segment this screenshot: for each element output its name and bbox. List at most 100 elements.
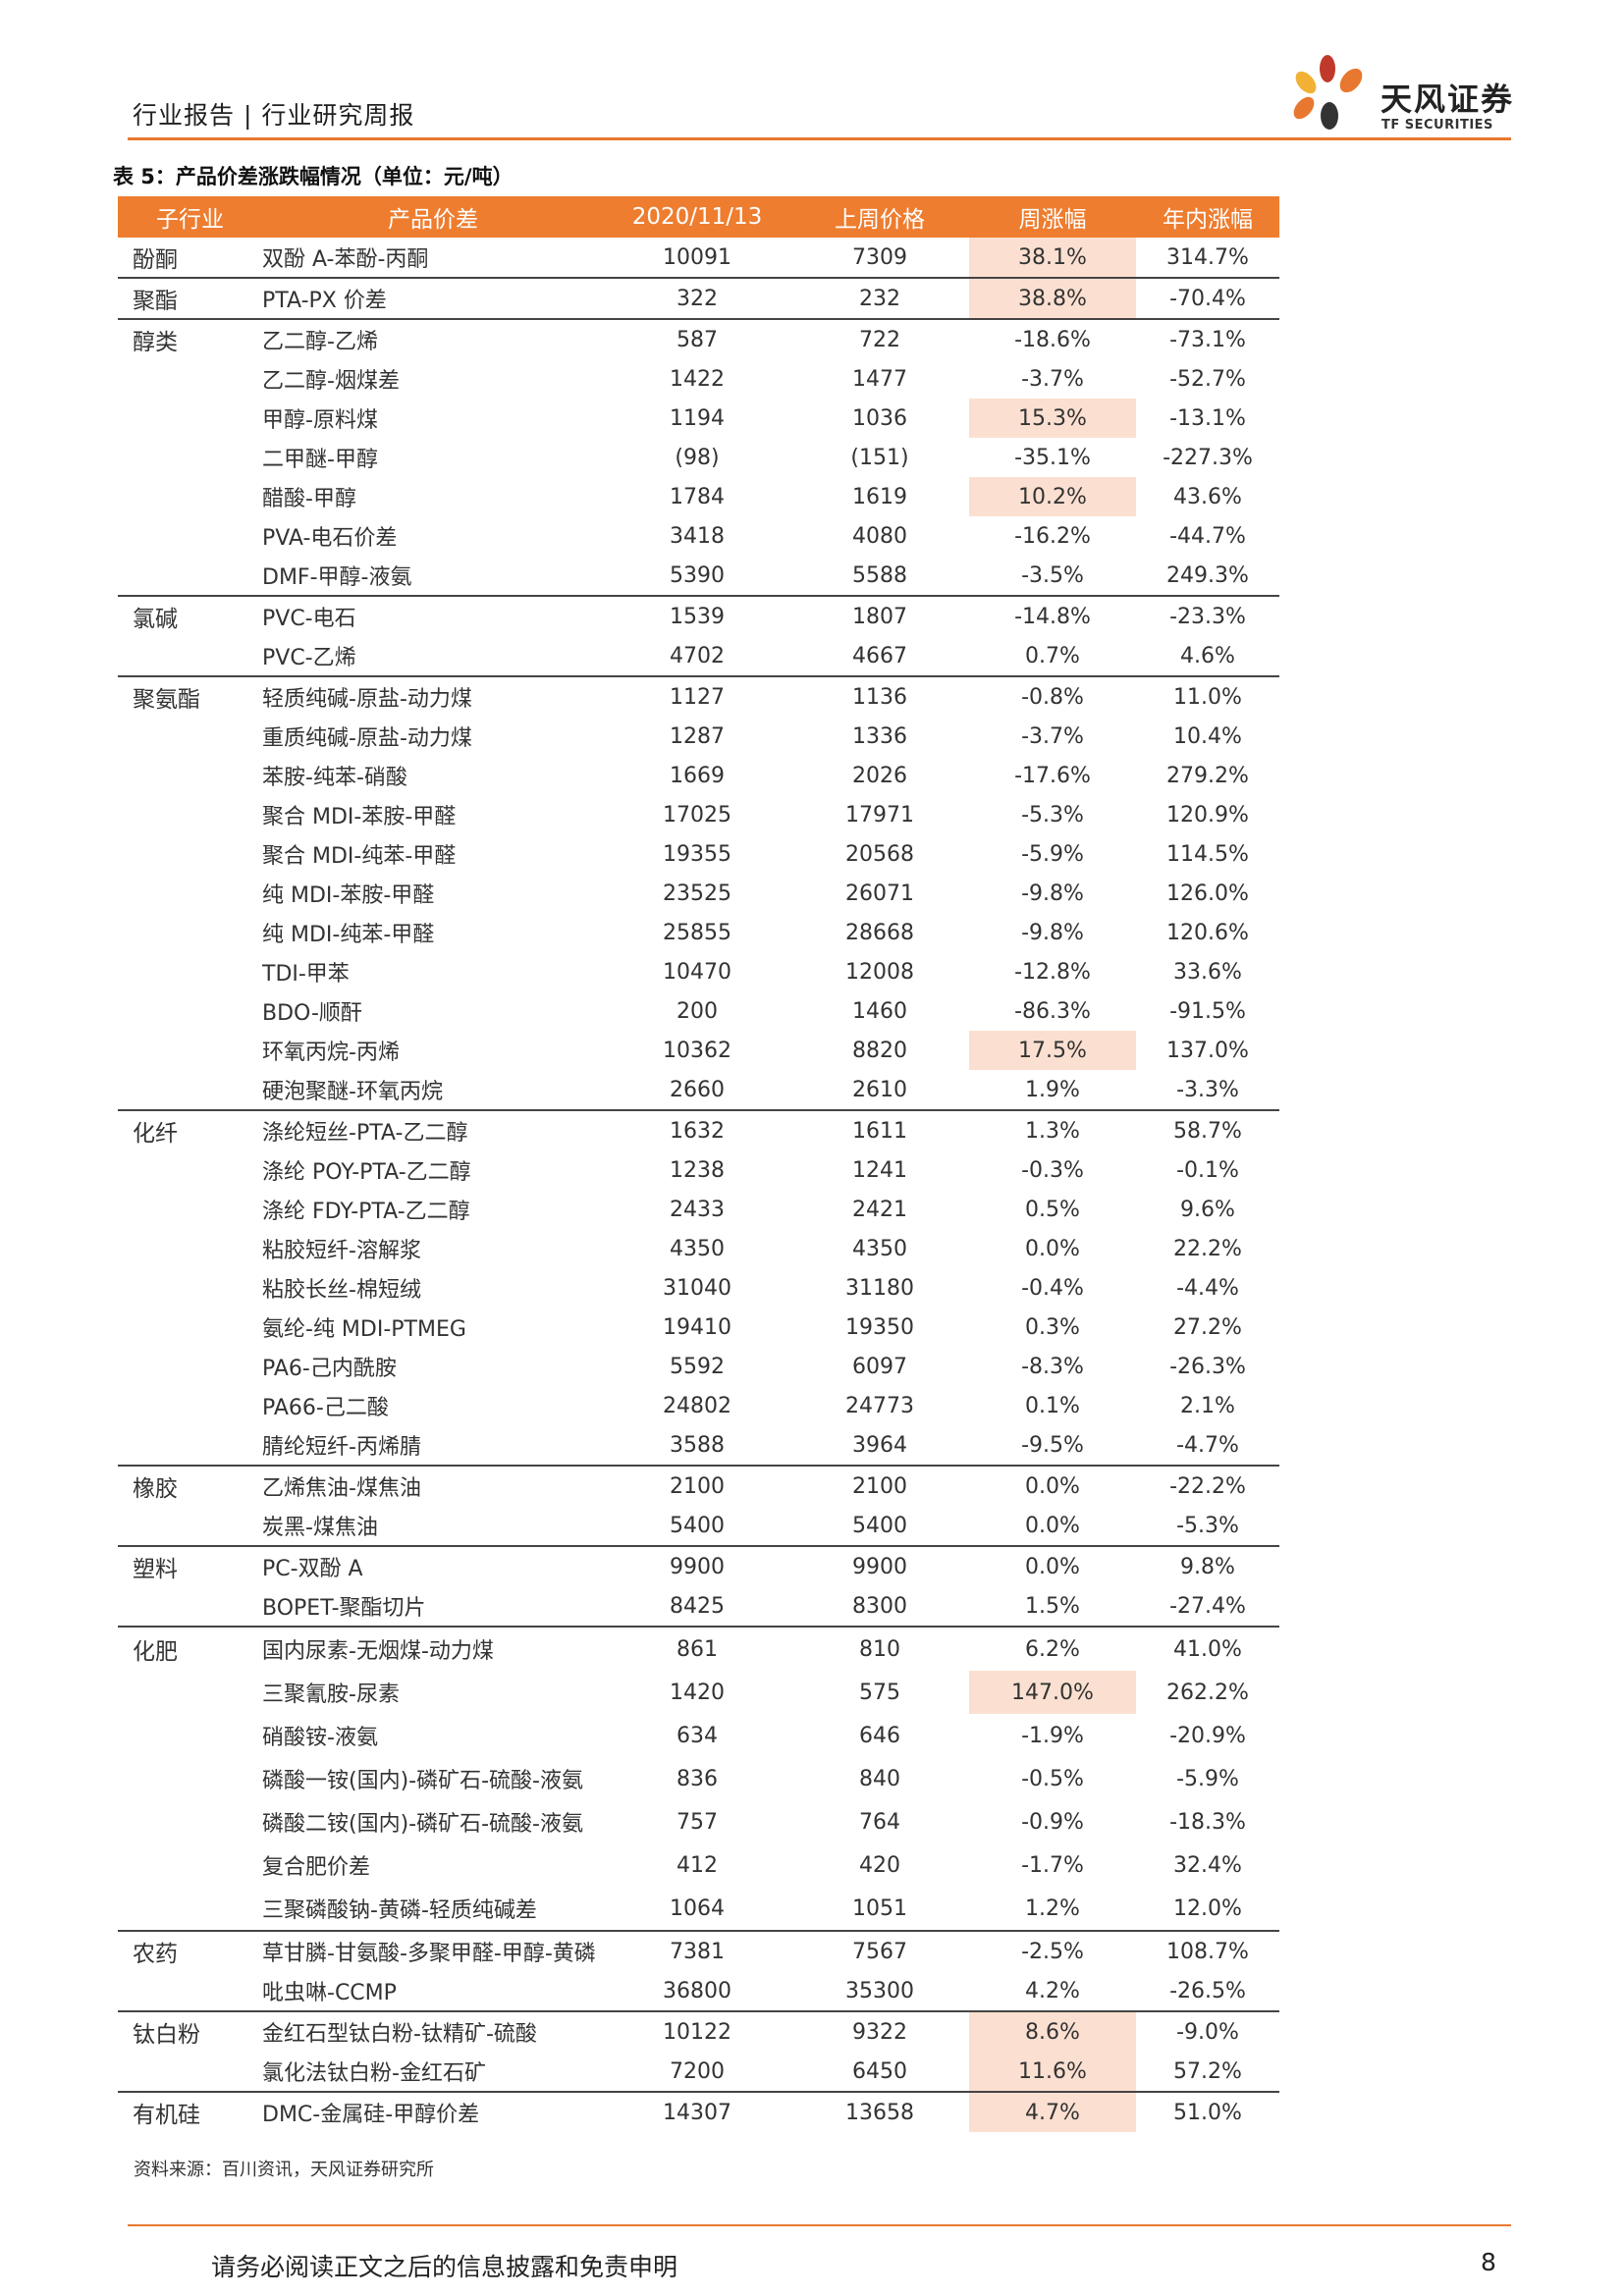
previous-price-cell: 17971 [845,802,914,828]
ytd-change-cell: -3.3% [1176,1077,1239,1102]
product-cell: PVC-乙烯 [262,646,356,670]
previous-price-cell: 7567 [790,1930,969,1971]
table-row: 涤纶 FDY-PTA-乙二醇 2433 2421 0.5% 9.6% [118,1190,1446,1229]
row-spacer [1279,556,1446,596]
current-price-cell: 1669 [670,763,725,788]
subindustry-cell: 农药 [118,1930,262,1971]
current-price-cell: 200 [677,998,718,1024]
ytd-change-cell: 12.0% [1173,1896,1242,1921]
current-price-cell: 1422 [670,366,725,392]
current-price-cell: 5390 [670,562,725,588]
current-price-cell: 322 [604,277,790,319]
logo-text-en: TF SECURITIES [1381,118,1493,133]
current-price-cell: 2660 [670,1077,725,1102]
previous-price-cell: 722 [790,318,969,359]
ytd-change-cell: -22.2% [1136,1465,1279,1506]
ytd-change-cell: -18.3% [1169,1809,1246,1835]
row-spacer [1279,1627,1446,1671]
previous-price-cell: 4350 [852,1236,907,1261]
current-price-cell: 1127 [604,675,790,717]
row-spacer [1279,319,1446,359]
previous-price-cell: 2100 [790,1465,969,1506]
subindustry-cell [118,874,262,913]
row-spacer [1279,1757,1446,1800]
subindustry-cell: 酚酮 [133,247,178,273]
previous-price-cell: 5400 [852,1513,907,1538]
weekly-change-cell: -17.6% [1014,763,1091,788]
weekly-change-cell: 10.2% [969,477,1136,516]
current-price-cell: 10362 [663,1038,731,1063]
product-cell: 硬泡聚醚-环氧丙烷 [262,1080,443,1104]
row-spacer [1279,2052,1446,2092]
current-price-cell: 9900 [604,1545,790,1586]
current-price-cell: 14307 [604,2091,790,2132]
previous-price-cell: 12008 [845,959,914,985]
current-price-cell: 3588 [670,1432,725,1458]
current-price-cell: 19355 [663,841,731,867]
product-cell: TDI-甲苯 [262,962,350,987]
previous-price-cell: 3964 [852,1432,907,1458]
ytd-change-cell: 51.0% [1136,2091,1279,2132]
weekly-change-cell: -16.2% [1014,523,1091,549]
weekly-change-cell: -0.3% [1021,1157,1084,1183]
previous-price-cell: 575 [859,1680,900,1705]
ytd-change-cell: 108.7% [1136,1930,1279,1971]
current-price-cell: 1194 [670,405,725,431]
product-cell: BDO-顺酐 [262,1001,362,1026]
row-spacer [1279,1466,1446,1506]
current-price-cell: 1238 [670,1157,725,1183]
current-price-cell: 4350 [670,1236,725,1261]
row-spacer [1279,1425,1446,1466]
ytd-change-cell: -5.3% [1176,1513,1239,1538]
current-price-cell: (98) [675,445,720,470]
current-price-cell: 24802 [663,1393,731,1418]
disclaimer-text: 请务必阅读正文之后的信息披露和免责申明 [211,2253,678,2281]
ytd-change-cell: 249.3% [1166,562,1249,588]
weekly-change-cell: 0.0% [969,1465,1136,1506]
current-price-cell: 17025 [663,802,731,828]
ytd-change-cell: -44.7% [1169,523,1246,549]
row-spacer [1279,1671,1446,1714]
row-spacer [1279,516,1446,556]
row-spacer [1279,913,1446,952]
current-price-cell: 587 [604,318,790,359]
table-row: 氨纶-纯 MDI-PTMEG 19410 19350 0.3% 27.2% [118,1308,1446,1347]
weekly-change-cell: -3.7% [1021,723,1084,749]
table-row: PA66-己二酸 24802 24773 0.1% 2.1% [118,1386,1446,1425]
ytd-change-cell: -26.5% [1169,1978,1246,2003]
row-spacer [1279,636,1446,676]
product-cell: 纯 MDI-苯胺-甲醛 [262,883,435,908]
product-cell: 粘胶短纤-溶解浆 [262,1239,421,1263]
previous-price-cell: 4667 [852,643,907,668]
ytd-change-cell: -52.7% [1169,366,1246,392]
weekly-change-cell: 6.2% [969,1626,1136,1671]
current-price-cell: 8425 [670,1593,725,1619]
table-row: 腈纶短纤-丙烯腈 3588 3964 -9.5% -4.7% [118,1425,1446,1466]
weekly-change-cell: -8.3% [1021,1354,1084,1379]
product-cell: BOPET-聚酯切片 [262,1596,426,1621]
row-spacer [1279,1190,1446,1229]
row-spacer [1279,874,1446,913]
subindustry-cell: 有机硅 [118,2091,262,2132]
ytd-change-cell: 279.2% [1166,763,1249,788]
subindustry-cell: 化纤 [118,1109,262,1150]
product-cell: 涤纶 FDY-PTA-乙二醇 [262,1200,470,1224]
page-number: 8 [1481,2248,1496,2276]
previous-price-cell: 2421 [852,1197,907,1222]
subindustry-cell [118,991,262,1031]
table-row: PVC-乙烯 4702 4667 0.7% 4.6% [118,636,1446,676]
table-row: 二甲醚-甲醇 (98) (151) -35.1% -227.3% [118,438,1446,477]
row-spacer [1279,238,1446,278]
row-spacer [1279,1229,1446,1268]
table-row: 吡虫啉-CCMP 36800 35300 4.2% -26.5% [118,1971,1446,2011]
ytd-change-cell: -227.3% [1163,445,1253,470]
current-price-cell: 757 [677,1809,718,1835]
previous-price-cell: 13658 [790,2091,969,2132]
col-header-product: 产品价差 [262,196,604,238]
current-price-cell: 5592 [670,1354,725,1379]
row-spacer [1279,1031,1446,1070]
current-price-cell: 4702 [670,643,725,668]
table-body: 酚酮 双酚 A-苯酚-丙酮 10091 7309 38.1% 314.7% 聚酯 PTA-PX… [118,238,1446,2132]
previous-price-cell: 1611 [790,1109,969,1150]
subindustry-cell [118,795,262,834]
